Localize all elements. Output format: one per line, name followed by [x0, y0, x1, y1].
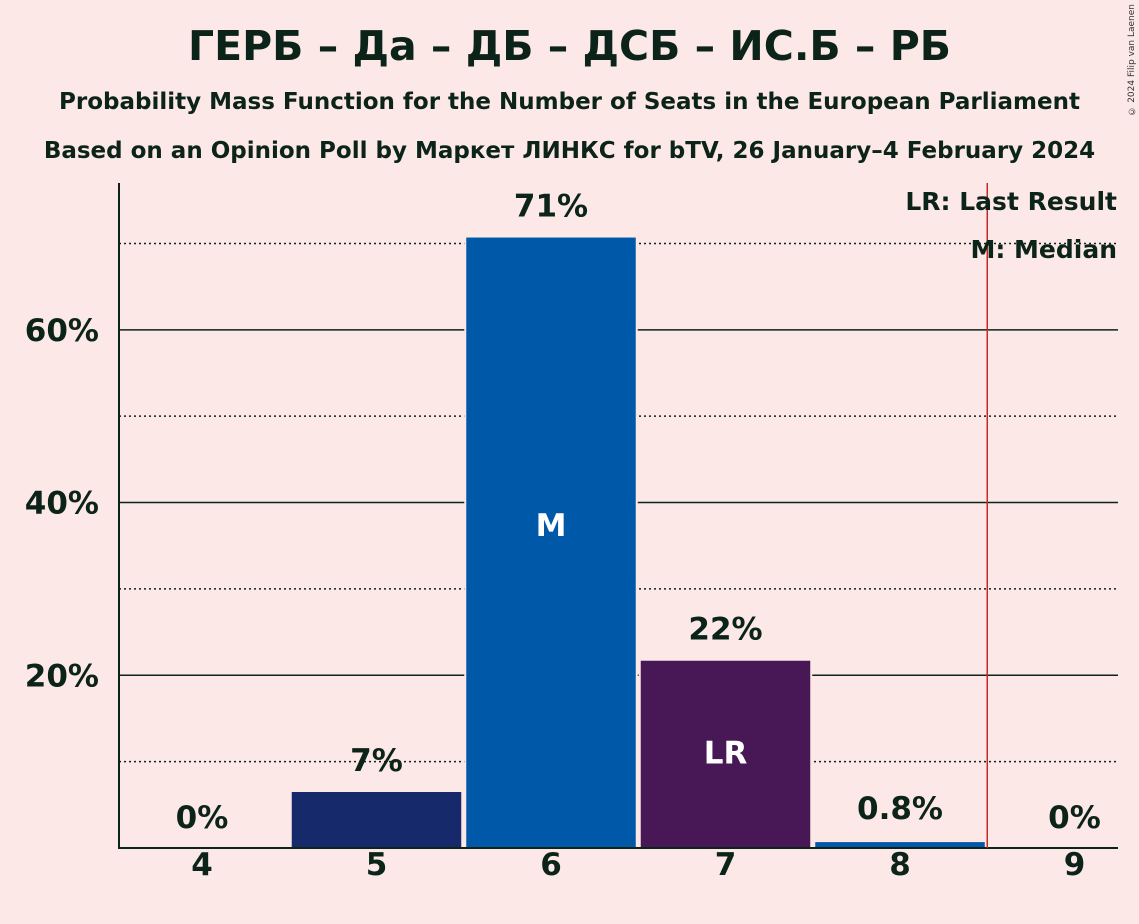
bar-value-label: 22% [688, 612, 762, 648]
bar-value-label: 0% [1048, 800, 1101, 836]
bar-mark-label: LR [704, 735, 748, 771]
x-tick-label: 4 [191, 847, 213, 883]
bar-value-label: 7% [350, 743, 403, 779]
x-tick-label: 8 [889, 847, 911, 883]
y-tick-label: 60% [25, 313, 99, 349]
chart-subtitle-source: Based on an Opinion Poll by Маркет ЛИНКС… [43, 138, 1096, 164]
x-tick-label: 9 [1064, 847, 1086, 883]
y-tick-label: 20% [25, 658, 99, 694]
bar-mark-label: M [536, 508, 567, 544]
chart-title: ГЕРБ – Да – ДБ – ДСБ – ИС.Б – РБ [187, 22, 951, 70]
bars-layer [289, 235, 987, 850]
bar-value-label: 0.8% [857, 791, 943, 827]
axes-layer: 20% 40% 60% 4 5 6 7 8 9 [25, 183, 1118, 883]
chart-subtitle: Probability Mass Function for the Number… [59, 89, 1080, 115]
bar-value-label: 0% [176, 800, 229, 836]
legend-last-result: LR: Last Result [905, 187, 1117, 216]
labels-layer: 0% 7% 71% M 22% LR 0.8% 0% [176, 189, 1101, 836]
legend-layer: LR: Last Result M: Median [905, 187, 1117, 264]
x-tick-label: 5 [366, 847, 388, 883]
bar [289, 790, 464, 849]
x-tick-label: 6 [540, 847, 562, 883]
x-tick-label: 7 [715, 847, 737, 883]
legend-median: M: Median [970, 235, 1117, 264]
y-tick-label: 40% [25, 486, 99, 522]
bar-value-label: 71% [514, 189, 588, 225]
